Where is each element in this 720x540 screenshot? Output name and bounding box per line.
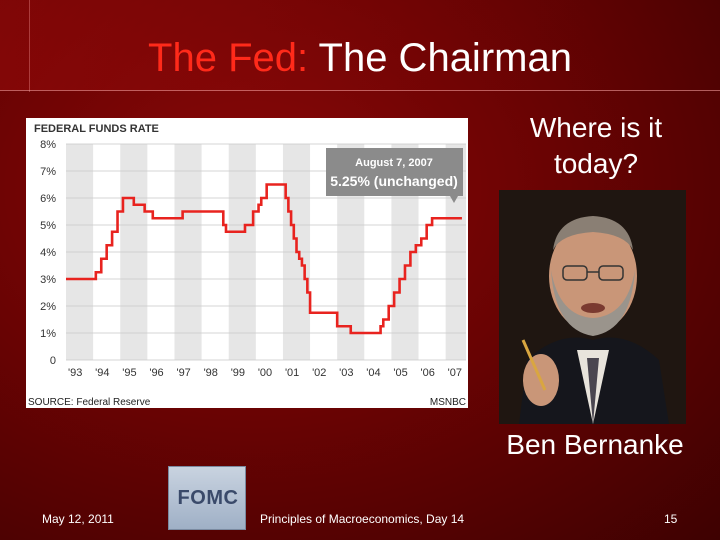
callout-date: August 7, 2007 (355, 157, 433, 169)
y-tick-label: 3% (40, 274, 56, 286)
y-tick-label: 0 (50, 355, 56, 367)
y-tick-label: 7% (40, 166, 56, 178)
bernanke-photo (499, 190, 686, 424)
photo-caption: Ben Bernanke (506, 429, 684, 460)
side-question: Where is it today? (529, 112, 663, 179)
x-tick-label: '95 (122, 367, 136, 379)
y-tick-label: 8% (40, 139, 56, 151)
x-tick-label: '07 (448, 367, 462, 379)
slide-title-prefix: The Fed: (148, 36, 309, 80)
callout-value: 5.25% (unchanged) (330, 173, 458, 189)
y-tick-label: 1% (40, 328, 56, 340)
y-tick-label: 4% (40, 247, 56, 259)
portrait-illustration (499, 190, 686, 424)
corner-accent-box (0, 0, 30, 92)
chart-title: FEDERAL FUNDS RATE (34, 123, 159, 135)
x-tick-label: '06 (421, 367, 435, 379)
x-tick-label: '94 (95, 367, 109, 379)
chart-callout: August 7, 2007 5.25% (unchanged) (326, 148, 463, 203)
y-tick-label: 2% (40, 301, 56, 313)
x-tick-label: '04 (366, 367, 380, 379)
x-tick-label: '98 (204, 367, 218, 379)
fomc-logo: FOMC (168, 466, 246, 530)
chart-source: SOURCE: Federal Reserve (28, 397, 151, 408)
x-tick-label: '96 (149, 367, 163, 379)
footer-date: May 12, 2011 (42, 512, 114, 526)
slide-title: The Fed: The Chairman (0, 34, 720, 82)
x-tick-label: '02 (312, 367, 326, 379)
x-tick-label: '03 (339, 367, 353, 379)
x-tick-label: '00 (258, 367, 272, 379)
chart-credit: MSNBC (430, 397, 466, 408)
x-tick-label: '01 (285, 367, 299, 379)
y-tick-label: 6% (40, 193, 56, 205)
series-line (66, 183, 462, 335)
footer-course-title: Principles of Macroeconomics, Day 14 (260, 512, 465, 526)
x-tick-label: '05 (393, 367, 407, 379)
chart-svg: FEDERAL FUNDS RATE 0 1% 2% 3% 4% 5% 6% 7% 8% '93… (28, 123, 466, 408)
title-divider (0, 90, 720, 91)
x-tick-label: '97 (176, 367, 190, 379)
slide-title-main: The Chairman (318, 36, 572, 80)
fomc-logo-text: FOMC (177, 487, 239, 509)
title-band (0, 0, 720, 90)
y-tick-label: 5% (40, 220, 56, 232)
callout-box (326, 148, 463, 203)
x-tick-label: '99 (231, 367, 245, 379)
x-tick-label: '93 (68, 367, 82, 379)
fed-funds-chart: FEDERAL FUNDS RATE 0 1% 2% 3% 4% 5% 6% 7% 8% '93… (26, 118, 468, 408)
slide-number: 15 (664, 512, 678, 526)
